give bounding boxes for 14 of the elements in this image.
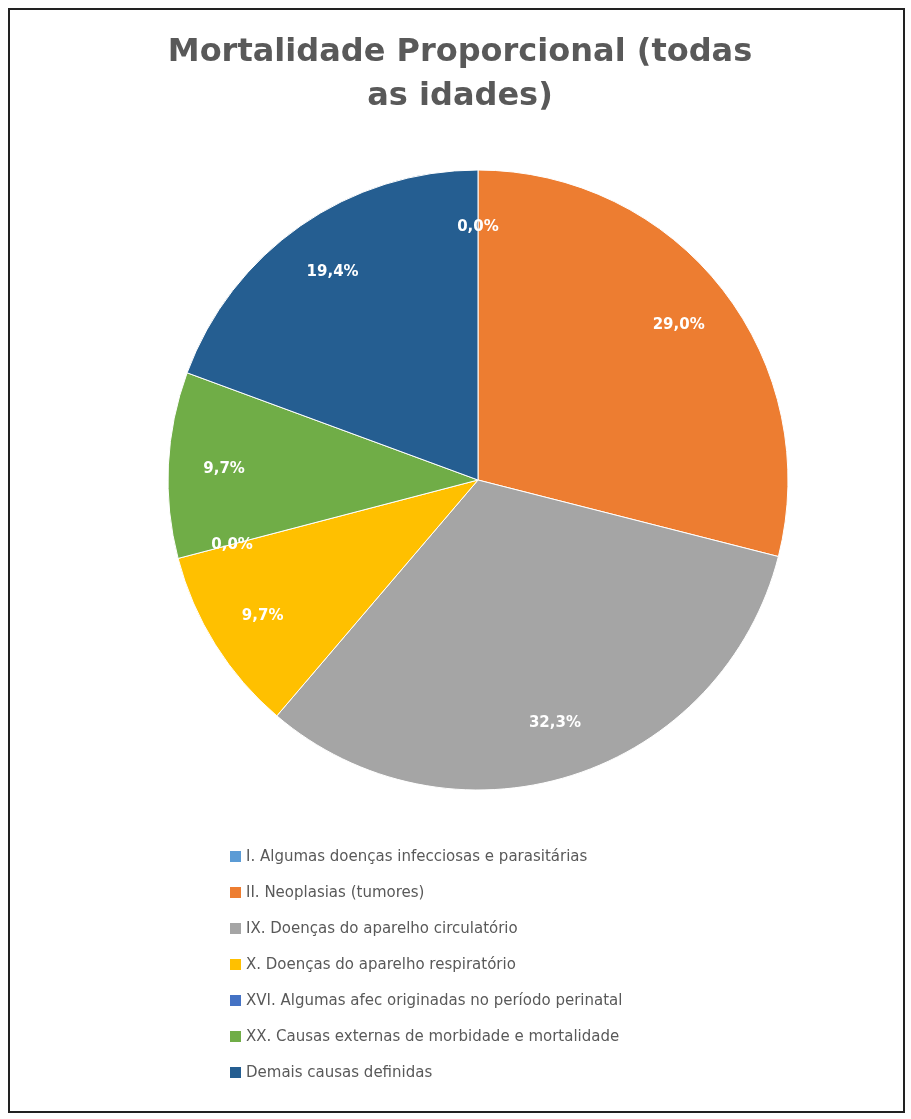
legend-label: II. Neoplasias (tumores)	[246, 882, 425, 903]
data-label: 29,0%	[652, 315, 705, 334]
legend-label: IX. Doenças do aparelho circulatório	[246, 918, 518, 939]
chart-title: Mortalidade Proporcional (todas as idades)	[166, 30, 754, 115]
legend-label: X. Doenças do aparelho respiratório	[246, 954, 516, 975]
legend-label: I. Algumas doenças infecciosas e parasitárias	[246, 846, 588, 867]
legend-label: Demais causas definidas	[246, 1062, 433, 1083]
data-label: 9,7%	[203, 458, 245, 477]
legend-label: XVI. Algumas afec originadas no período perinatal	[246, 990, 623, 1011]
data-label: 32,3%	[528, 713, 581, 732]
legend-label: XX. Causas externas de morbidade e mortalidade	[246, 1026, 620, 1047]
data-label: 19,4%	[306, 262, 359, 281]
data-label: 9,7%	[241, 606, 284, 625]
text: 0,0%	[457, 216, 499, 235]
